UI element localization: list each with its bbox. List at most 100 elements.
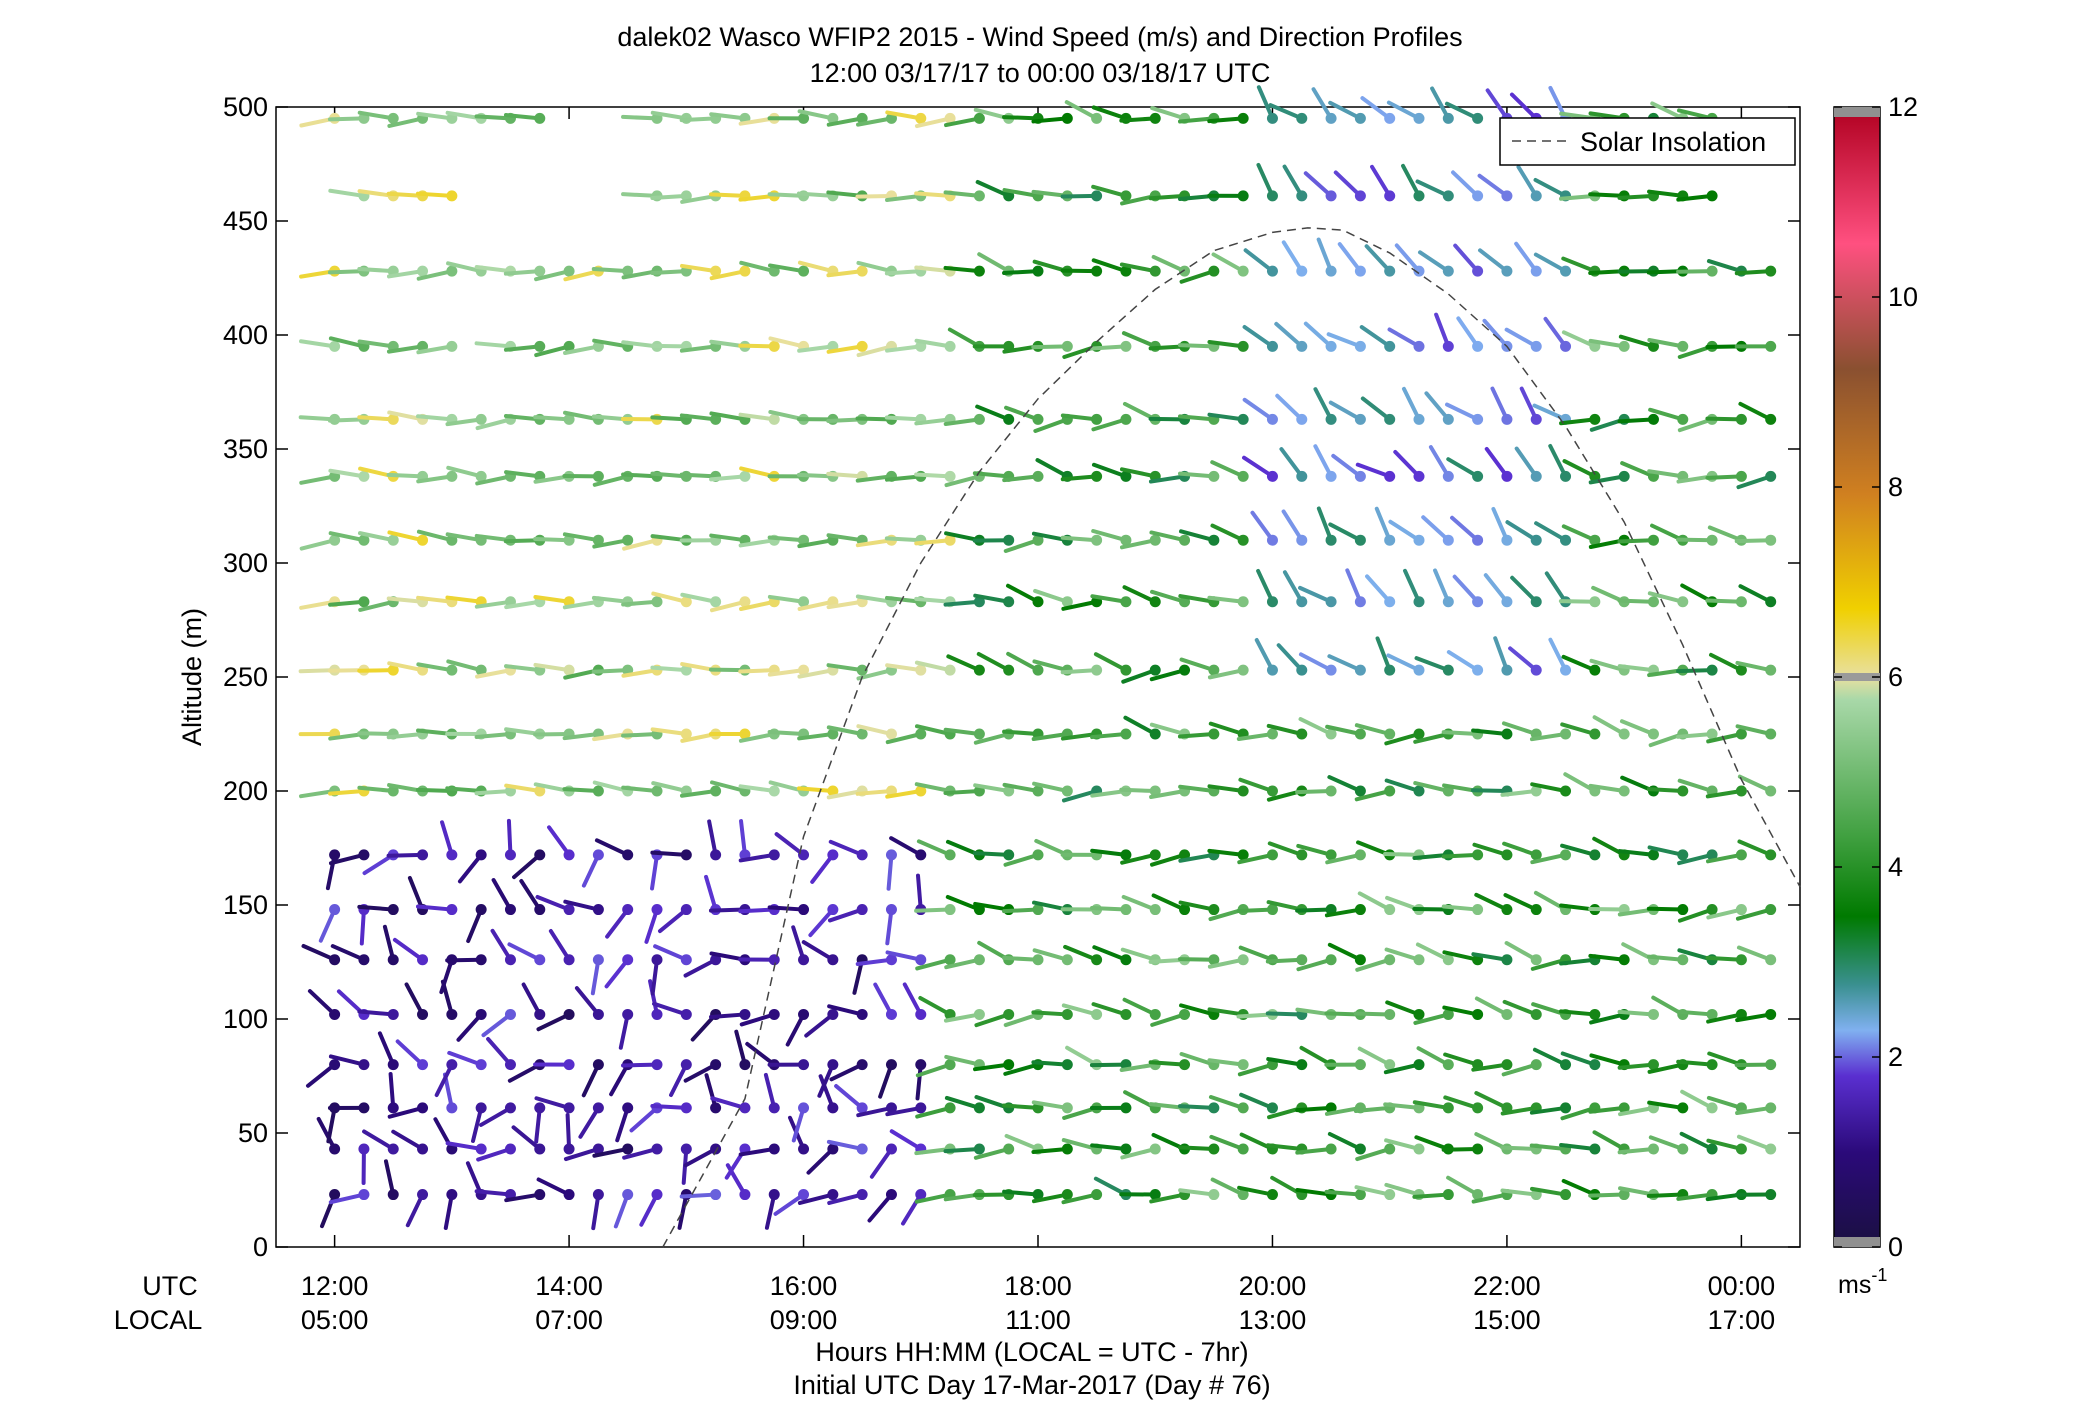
wind-barb-shaft	[1060, 732, 1099, 741]
wind-barb-shaft	[1060, 193, 1099, 199]
wind-barb-dot	[1325, 596, 1337, 608]
wind-barb-shaft	[386, 269, 425, 279]
wind-barb-shaft	[889, 1129, 923, 1151]
wind-barb-dot	[1237, 190, 1249, 202]
wind-barb-shaft	[1090, 848, 1128, 857]
wind-barb-shaft	[590, 957, 601, 996]
wind-barb-dot	[856, 112, 868, 124]
wind-barb-shaft	[1559, 1142, 1597, 1151]
wind-barb-shaft	[328, 789, 366, 796]
wind-barb-shaft	[972, 471, 1011, 479]
wind-barb-shaft	[1207, 339, 1246, 349]
wind-barb-shaft	[797, 260, 835, 274]
wind-barb-shaft	[1033, 417, 1070, 433]
wind-barb-shaft	[1472, 842, 1509, 857]
wind-barb-shaft	[1122, 401, 1158, 422]
wind-barb-dot	[592, 1059, 604, 1071]
wind-barb-shaft	[1618, 334, 1656, 349]
wind-barb-dot	[710, 1189, 722, 1201]
wind-barb-shaft	[739, 599, 777, 611]
wind-barb-shaft	[1705, 416, 1744, 422]
wind-barb-dot	[885, 904, 897, 916]
wind-barb-shaft	[504, 783, 542, 793]
wind-barb-dot	[1061, 1008, 1073, 1020]
wind-barb-shaft	[914, 116, 953, 129]
wind-barb-dot	[680, 1008, 692, 1020]
wind-barb-shaft	[1560, 1051, 1597, 1067]
wind-barb-shaft	[1592, 715, 1627, 736]
wind-barb-shaft	[1328, 522, 1363, 543]
wind-barb-dot	[1442, 954, 1454, 966]
wind-barb-dot	[1677, 1143, 1689, 1155]
wind-barb-dot	[856, 1143, 868, 1155]
wind-barb-shaft	[1548, 637, 1568, 673]
wind-barb-shaft	[1533, 252, 1568, 274]
wind-barb-dot	[1677, 849, 1689, 861]
wind-barb-dot	[1384, 728, 1396, 740]
wind-barb-dot	[915, 954, 927, 966]
y-tick-label: 250	[223, 662, 268, 692]
wind-barb-dot	[1501, 664, 1513, 676]
wind-barb-dot	[1442, 1102, 1454, 1114]
wind-barb-shaft	[855, 474, 894, 483]
wind-barb-shaft	[679, 344, 718, 353]
wind-barb-shaft	[357, 266, 396, 274]
chart-subtitle: 12:00 03/17/17 to 00:00 03/18/17 UTC	[810, 58, 1271, 88]
wind-barb-dot	[1530, 785, 1542, 797]
wind-barb-dot	[329, 340, 341, 352]
wind-barb-shaft	[1207, 1058, 1246, 1067]
wind-barb-shaft	[1210, 1177, 1246, 1197]
wind-barb-shaft	[1089, 344, 1128, 351]
wind-barb-dot	[1413, 1143, 1425, 1155]
wind-barb-dot	[1765, 728, 1777, 740]
wind-barb-dot	[1325, 534, 1337, 546]
wind-barb-shaft	[1736, 945, 1773, 962]
x-tick-label-utc: 22:00	[1473, 1271, 1541, 1301]
wind-barb-dot	[739, 265, 751, 277]
wind-barb-shaft	[405, 1192, 425, 1228]
wind-barb-shaft	[416, 111, 454, 121]
wind-barb-dot	[1735, 1143, 1747, 1155]
wind-barb-shaft	[1509, 92, 1539, 121]
wind-barb-shaft	[1032, 781, 1070, 793]
wind-barb-shaft	[605, 907, 630, 939]
wind-barb-shaft	[407, 875, 425, 912]
wind-barb-shaft	[404, 982, 425, 1017]
wind-barb-shaft	[1734, 538, 1773, 544]
wind-barb-dot	[915, 1102, 927, 1114]
wind-barb-shaft	[476, 1146, 513, 1162]
wind-barb-shaft	[797, 109, 835, 121]
wind-barb-shaft	[650, 852, 659, 891]
wind-barb-shaft	[738, 1146, 777, 1157]
wind-barb-shaft	[1209, 1134, 1246, 1151]
wind-barb-dot	[446, 190, 458, 202]
wind-barb-shaft	[1327, 775, 1363, 793]
wind-barb-shaft	[1279, 447, 1304, 479]
wind-barb-shaft	[650, 850, 689, 857]
wind-barb-shaft	[1120, 947, 1158, 962]
wind-barb-shaft	[1092, 945, 1128, 962]
wind-barb-shaft	[1490, 386, 1509, 422]
wind-barb-dot	[651, 954, 663, 966]
wind-barb-dot	[798, 904, 810, 916]
wind-barb-shaft	[943, 599, 982, 607]
wind-barb-shaft	[916, 839, 953, 857]
wind-barb-shaft	[521, 982, 542, 1017]
wind-barb-shaft	[440, 820, 454, 857]
wind-barb-shaft	[1589, 658, 1627, 673]
wind-barb-shaft	[885, 663, 923, 673]
wind-barb-dot	[534, 1143, 546, 1155]
wind-barb-shaft	[1345, 568, 1363, 604]
wind-barb-shaft	[443, 1192, 454, 1231]
wind-barb-dot	[768, 1189, 780, 1201]
wind-barb-shaft	[1236, 732, 1275, 741]
wind-barb-shaft	[1706, 259, 1744, 274]
wind-barb-dot	[1413, 728, 1425, 740]
wind-barb-shaft	[1060, 474, 1099, 482]
wind-barb-shaft	[709, 599, 747, 613]
wind-barb-shaft	[1736, 1134, 1773, 1151]
wind-barb-shaft	[565, 1112, 572, 1151]
wind-barb-shaft	[797, 668, 835, 679]
wind-barb-dot	[1765, 596, 1777, 608]
wind-barb-shaft	[943, 190, 982, 198]
